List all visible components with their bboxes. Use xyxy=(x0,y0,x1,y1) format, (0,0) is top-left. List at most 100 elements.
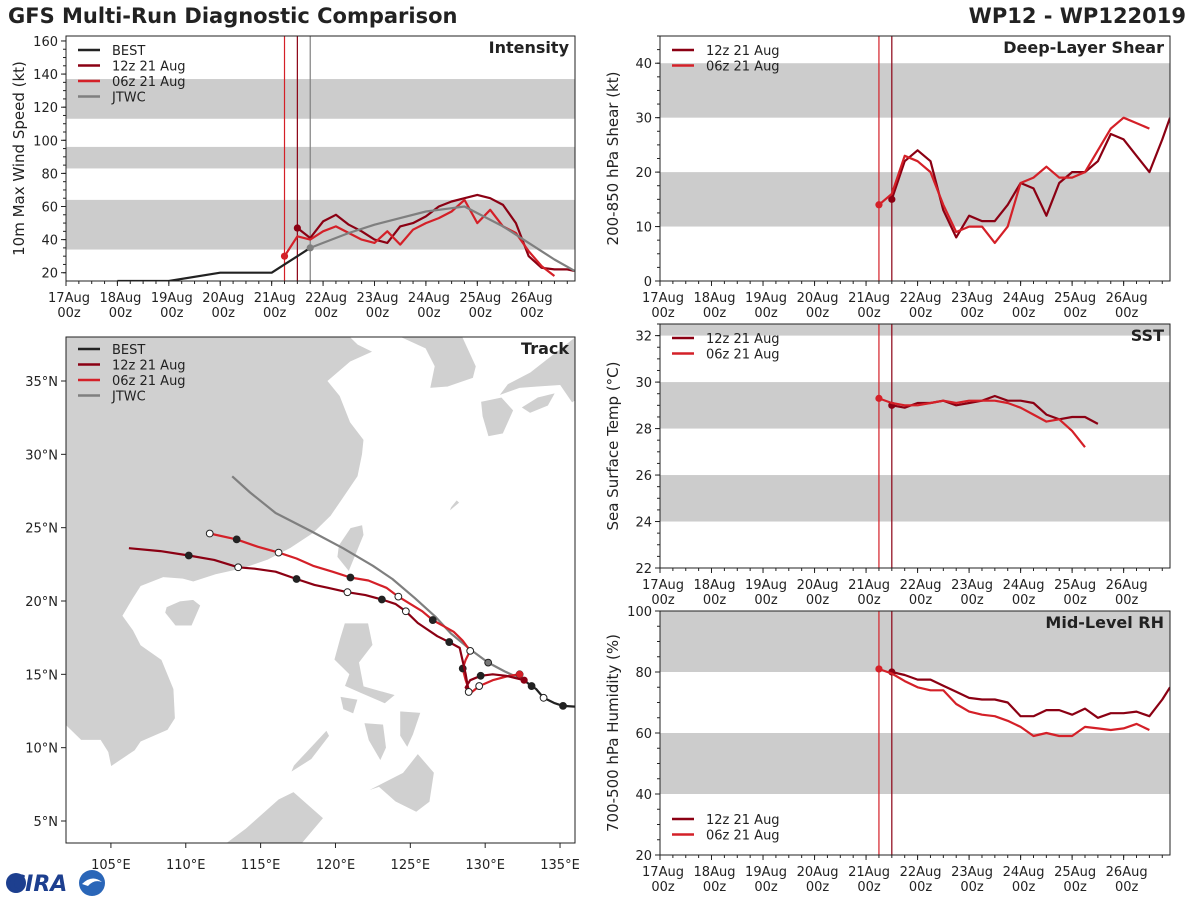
track-fix-run12z xyxy=(445,638,454,646)
track-ytick-label: 30°N xyxy=(25,448,58,463)
rh-ytick-label: 80 xyxy=(635,666,652,681)
shear-xtick-label-hour: 00z xyxy=(1115,306,1139,321)
sst-legend-label: 12z 21 Aug xyxy=(706,332,780,347)
shear-xtick-label-day: 17Aug xyxy=(642,291,684,306)
sst-ytick-label: 26 xyxy=(635,469,652,484)
sst-xtick-label-hour: 00z xyxy=(651,593,675,608)
shear-ytick-label: 20 xyxy=(635,166,652,181)
intensity-xtick-label-hour: 00z xyxy=(109,306,133,321)
shear-legend-label: 06z 21 Aug xyxy=(706,60,780,75)
intensity-band-2 xyxy=(66,79,575,119)
track-fix-run06z xyxy=(428,616,437,624)
track-xtick-label: 125°E xyxy=(391,858,431,873)
intensity-title: Intensity xyxy=(489,38,570,57)
mainland-asia xyxy=(66,337,374,768)
sst-xtick-label-hour: 00z xyxy=(703,593,727,608)
shear-band-1 xyxy=(660,63,1170,118)
intensity-xtick-label-day: 23Aug xyxy=(357,291,399,306)
sst-ytick-label: 28 xyxy=(635,423,652,438)
shear-ylabel: 200-850 hPa Shear (kt) xyxy=(604,72,622,246)
track-fix-run06z xyxy=(346,573,355,582)
track-xtick-label: 130°E xyxy=(465,858,505,873)
track-fix-run12z xyxy=(377,595,386,604)
rh-ytick-label: 20 xyxy=(635,849,652,864)
intensity-legend-label: JTWC xyxy=(111,91,146,106)
intensity-plot-area xyxy=(66,36,575,281)
sst-title: SST xyxy=(1131,326,1164,345)
track-fix-run12z xyxy=(343,588,352,597)
sst-xtick-label-day: 18Aug xyxy=(694,578,736,593)
sst-panel: 22242628303217Aug00z18Aug00z19Aug00z20Au… xyxy=(604,323,1171,608)
shear-xtick-label-hour: 00z xyxy=(1012,306,1036,321)
shear-xtick-label-hour: 00z xyxy=(960,306,984,321)
intensity-xtick-label-hour: 00z xyxy=(366,306,390,321)
rh-xtick-label-hour: 00z xyxy=(960,880,984,895)
intensity-series-jtwc xyxy=(309,205,575,273)
sst-series-run06z xyxy=(878,397,1086,448)
rh-xtick-label-hour: 00z xyxy=(651,880,675,895)
track-ytick-label: 10°N xyxy=(25,742,58,757)
rh-xtick-label-day: 23Aug xyxy=(951,865,993,880)
shear-xtick-label-hour: 00z xyxy=(857,306,881,321)
kyushu-island xyxy=(480,396,515,438)
track-legend-label: 06z 21 Aug xyxy=(112,374,186,389)
shear-xtick-label-day: 25Aug xyxy=(1054,291,1096,306)
korea-peninsula xyxy=(399,337,477,389)
track-fix-run06z xyxy=(205,529,214,538)
sst-xtick-label-hour: 00z xyxy=(806,593,830,608)
sst-ytick-label: 30 xyxy=(635,376,652,391)
intensity-xtick-label-day: 18Aug xyxy=(99,291,141,306)
track-series-run12z xyxy=(128,547,525,694)
intensity-series-best xyxy=(117,246,311,281)
logo-swirl-icon xyxy=(82,878,102,886)
sst-ylabel: Sea Surface Temp (°C) xyxy=(604,361,622,530)
track-legend-label: 12z 21 Aug xyxy=(112,359,186,374)
rh-xtick-label-day: 18Aug xyxy=(694,865,736,880)
track-ytick-label: 20°N xyxy=(25,595,58,610)
track-fix-best xyxy=(539,693,548,702)
logo-globe-icon xyxy=(6,873,26,893)
panay-negros xyxy=(363,722,387,762)
intensity-legend-label: 06z 21 Aug xyxy=(112,75,186,90)
rh-band-1 xyxy=(660,611,1170,672)
rh-xtick-label-hour: 00z xyxy=(703,880,727,895)
track-frame xyxy=(65,336,576,844)
rh-ytick-label: 100 xyxy=(627,605,652,620)
rh-xtick-label-day: 21Aug xyxy=(848,865,890,880)
rh-xtick-label-day: 20Aug xyxy=(797,865,839,880)
track-legend-label: JTWC xyxy=(111,390,146,405)
sst-xtick-label-hour: 00z xyxy=(1063,593,1087,608)
intensity-xtick-label-day: 24Aug xyxy=(408,291,450,306)
track-legend-label: BEST xyxy=(112,343,145,358)
track-fix-best xyxy=(559,701,567,710)
rh-panel: 2040608010017Aug00z18Aug00z19Aug00z20Aug… xyxy=(604,605,1171,895)
sst-ytick-label: 24 xyxy=(635,516,652,531)
intensity-xtick-label-hour: 00z xyxy=(263,306,287,321)
rh-plot-area xyxy=(660,611,1170,855)
rh-xtick-label-hour: 00z xyxy=(857,880,881,895)
track-xtick-label: 120°E xyxy=(316,858,356,873)
samar-leyte xyxy=(399,710,422,749)
intensity-xtick-label-day: 20Aug xyxy=(202,291,244,306)
track-fix-run12z xyxy=(476,671,485,680)
rh-xtick-label-day: 25Aug xyxy=(1054,865,1096,880)
rh-title: Mid-Level RH xyxy=(1045,613,1164,632)
track-fix-run06z xyxy=(274,548,283,557)
logo-text: CIRA xyxy=(9,872,67,897)
shear-ytick-label: 40 xyxy=(635,57,652,72)
intensity-ytick-label: 100 xyxy=(33,134,58,149)
track-fix-run06z xyxy=(394,592,403,601)
intensity-start-point-run06z xyxy=(280,252,289,260)
rh-xtick-label-hour: 00z xyxy=(1115,880,1139,895)
rh-xtick-label-day: 24Aug xyxy=(1003,865,1045,880)
intensity-xtick-label-hour: 00z xyxy=(212,306,236,321)
rh-series-run06z xyxy=(878,667,1150,738)
sst-xtick-label-day: 26Aug xyxy=(1106,578,1148,593)
intensity-xtick-label-day: 19Aug xyxy=(151,291,193,306)
intensity-ytick-label: 140 xyxy=(33,68,58,83)
intensity-ytick-label: 80 xyxy=(41,167,58,182)
borneo-island xyxy=(167,791,325,843)
intensity-band-1 xyxy=(66,146,575,169)
sst-frame xyxy=(659,323,1171,569)
